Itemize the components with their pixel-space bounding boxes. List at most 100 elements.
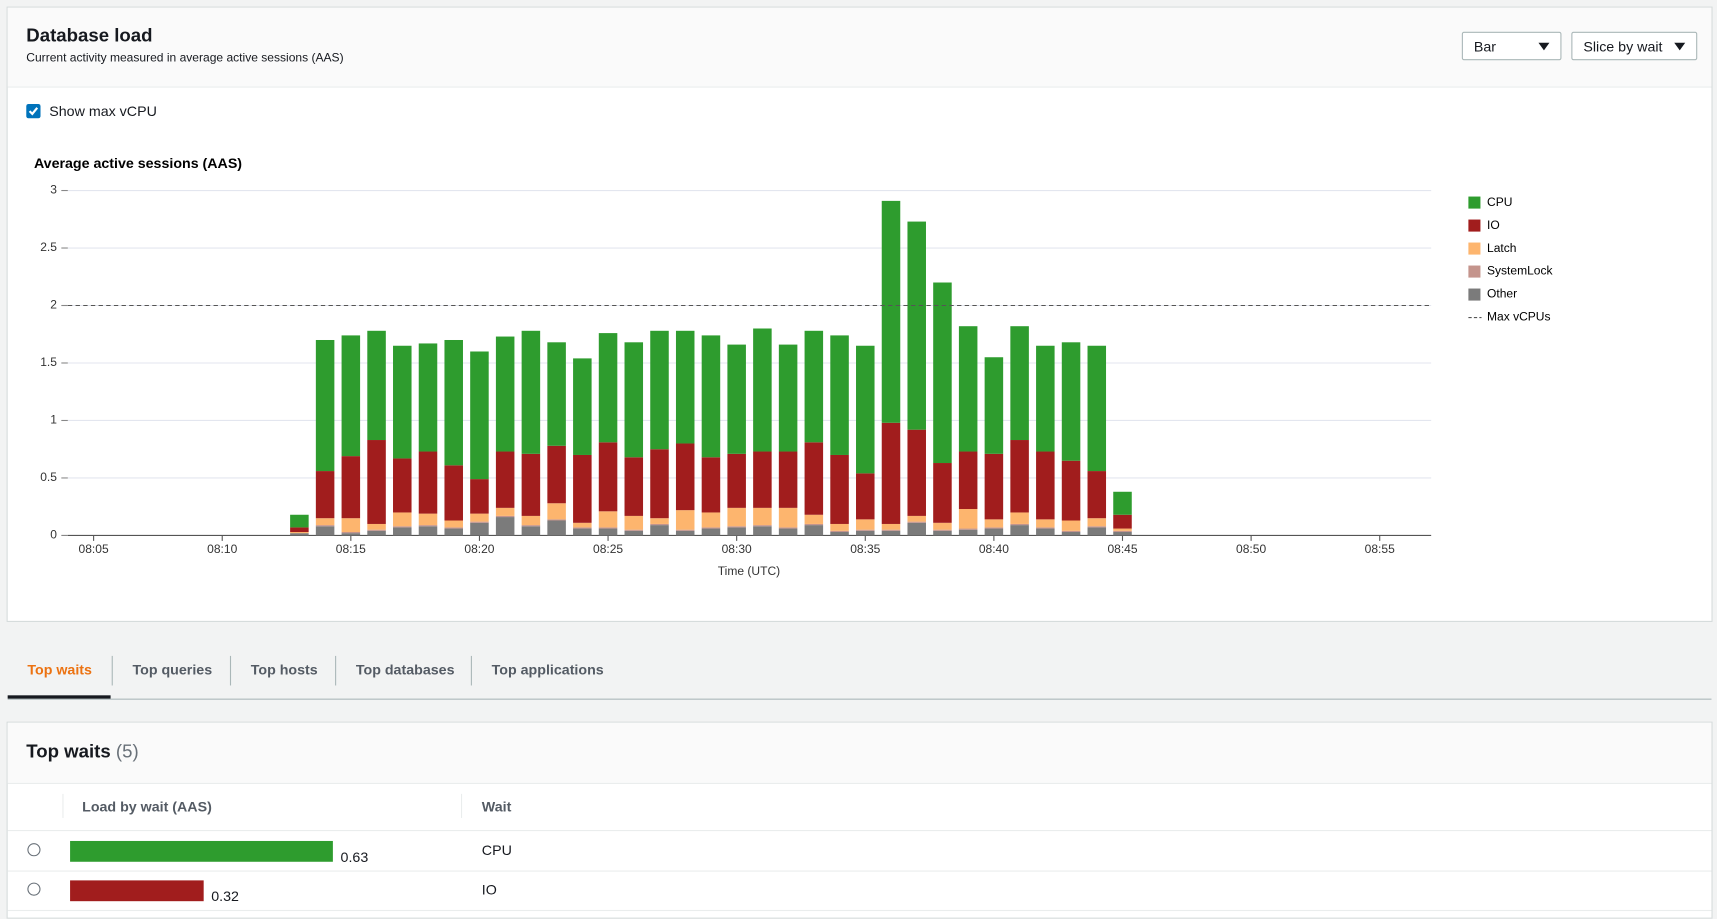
tab[interactable]: Top applications: [491, 661, 604, 678]
x-tick-label: 08:30: [722, 542, 752, 556]
bar-segment: [856, 519, 875, 530]
bar-segment: [830, 335, 849, 455]
bar-segment: [1036, 528, 1055, 536]
load-bar: [70, 840, 333, 862]
row-rule: [7, 909, 1712, 912]
bar-segment: [418, 513, 438, 526]
bar-segment: [444, 528, 463, 536]
bar-segment: [341, 532, 361, 534]
page: Database load Current activity measured …: [6, 6, 1713, 919]
bar-segment: [1061, 460, 1081, 521]
bar-segment: [1087, 527, 1107, 536]
x-tick-label: 08:25: [593, 542, 623, 556]
bar-segment: [907, 429, 926, 516]
bar-segment: [393, 527, 412, 536]
bar-segment: [624, 515, 644, 530]
x-tick-label: 08:50: [1236, 542, 1266, 556]
load-value: 0.63: [340, 848, 369, 866]
bar-segment: [624, 530, 644, 536]
row-radio[interactable]: [27, 843, 41, 857]
tab[interactable]: Top hosts: [250, 661, 318, 678]
bar-segment: [778, 507, 798, 528]
x-tick-label: 08:15: [336, 542, 366, 556]
tab[interactable]: Top queries: [132, 661, 213, 678]
bar-segment: [1113, 532, 1132, 536]
bar-segment: [830, 530, 849, 533]
bar-segment: [341, 533, 361, 536]
wait-name: CPU: [481, 842, 512, 859]
bar-segment: [1036, 345, 1055, 452]
checkbox[interactable]: [26, 104, 41, 119]
column-header[interactable]: Load by wait (AAS): [82, 798, 212, 815]
bar-segment: [753, 451, 772, 508]
bar-segment: [367, 440, 386, 524]
bar-segment: [933, 282, 952, 464]
bar-segment: [804, 330, 824, 443]
bar-segment: [856, 529, 875, 531]
bar-segment: [830, 454, 849, 524]
panel-title: Database load: [26, 25, 153, 46]
row-rule: [7, 870, 1712, 872]
bar-segment: [367, 530, 386, 536]
bar-segment: [418, 451, 438, 514]
bar-segment: [573, 358, 592, 455]
row-radio[interactable]: [27, 882, 41, 896]
y-tick-label: 1.5: [40, 355, 57, 369]
bar-segment: [958, 529, 978, 536]
bar-segment: [1061, 532, 1081, 536]
bar-segment: [495, 336, 515, 452]
bar-segment: [1061, 342, 1081, 461]
x-tick-label: 08:05: [79, 542, 109, 556]
bar-segment: [675, 530, 695, 536]
bar-segment: [444, 465, 463, 521]
bar-segment: [1036, 527, 1055, 529]
bar-segment: [290, 527, 309, 533]
bar-segment: [315, 526, 335, 536]
y-tick-label: 0.5: [40, 470, 57, 484]
col-sep: [460, 793, 463, 818]
y-tick-label: 3: [50, 183, 57, 197]
bar-segment: [933, 530, 952, 536]
bar-segment: [727, 526, 746, 528]
bar-segment: [495, 507, 515, 516]
column-header[interactable]: Wait: [481, 798, 512, 815]
checkbox-label[interactable]: Show max vCPU: [49, 102, 157, 120]
bar-segment: [933, 529, 952, 531]
bar-segment: [1113, 530, 1132, 533]
tab[interactable]: Top waits: [27, 661, 92, 678]
chart-type-dropdown[interactable]: Bar: [1461, 31, 1562, 61]
bar-segment: [753, 526, 772, 536]
bar-segment: [830, 523, 849, 531]
bar-segment: [830, 532, 849, 536]
bar-segment: [1113, 491, 1132, 515]
tab[interactable]: Top databases: [355, 661, 455, 678]
bar-segment: [521, 330, 541, 454]
y-tick-label: 2.5: [40, 240, 57, 254]
bar-segment: [804, 514, 824, 524]
bar-segment: [367, 529, 386, 531]
bar-segment: [650, 523, 669, 526]
table-title: Top waits (5): [26, 741, 138, 763]
bar-segment: [907, 515, 926, 522]
slice-dropdown[interactable]: Slice by wait: [1571, 31, 1698, 61]
legend-swatch: [1468, 196, 1481, 209]
bar-segment: [521, 453, 541, 516]
chart: Average active sessions (AAS) Time (UTC)…: [34, 156, 1554, 578]
legend-label: CPU: [1487, 195, 1512, 209]
bar-segment: [598, 333, 618, 443]
table-count: (5): [115, 741, 139, 763]
x-tick-label: 08:40: [979, 542, 1009, 556]
active-tab-underline: [7, 695, 111, 699]
check-mark: [28, 107, 39, 116]
bar-segment: [881, 422, 901, 524]
bar-segment: [573, 527, 592, 529]
bar-segment: [573, 454, 592, 523]
bar-segment: [598, 527, 618, 529]
x-tick-label: 08:35: [850, 542, 880, 556]
bar-segment: [650, 518, 669, 524]
bar-segment: [418, 526, 438, 536]
bar-segment: [958, 326, 978, 452]
y-tick-label: 1: [50, 413, 57, 427]
tab-rule: [7, 698, 1712, 700]
bar-segment: [547, 342, 566, 446]
